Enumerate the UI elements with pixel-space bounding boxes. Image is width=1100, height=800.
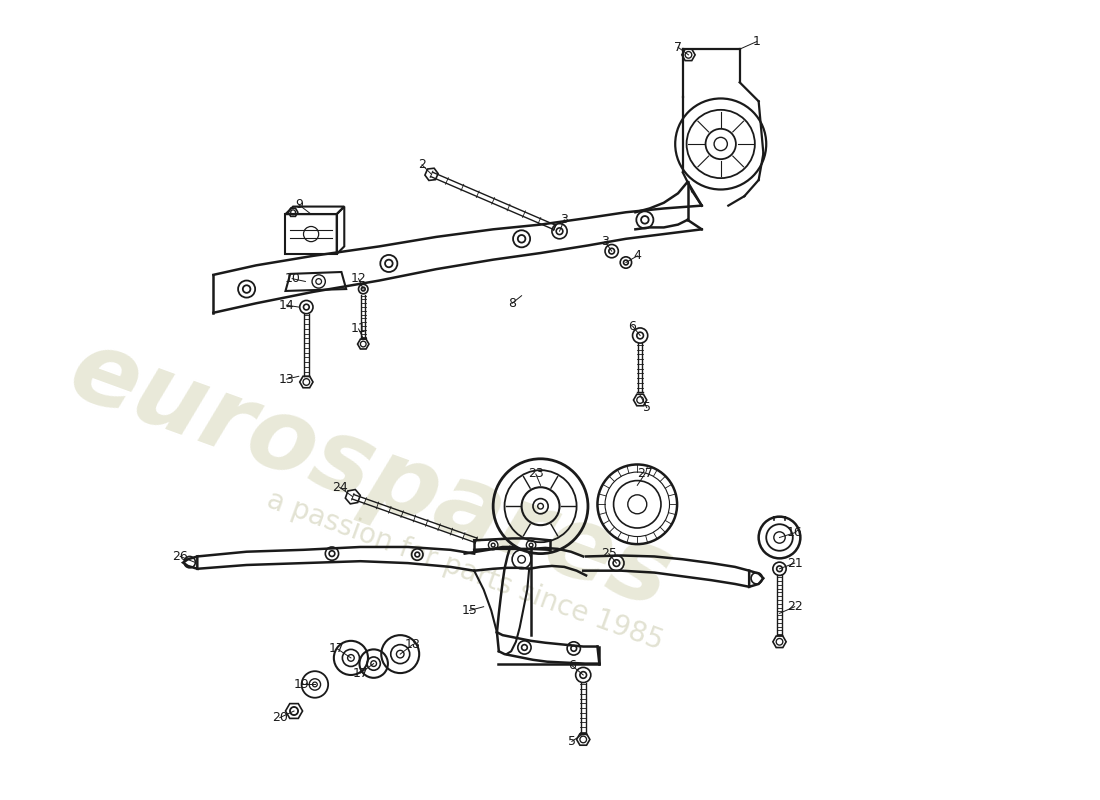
Text: 21: 21 xyxy=(786,557,803,570)
Text: 15: 15 xyxy=(462,604,477,617)
Text: 1: 1 xyxy=(752,35,761,48)
Text: 4: 4 xyxy=(634,250,641,262)
Text: 20: 20 xyxy=(272,711,288,724)
Text: 12: 12 xyxy=(351,272,366,285)
Text: 17: 17 xyxy=(352,666,368,679)
Text: 6: 6 xyxy=(568,659,575,672)
Text: 3: 3 xyxy=(601,235,609,248)
Text: 19: 19 xyxy=(294,678,309,691)
Text: 10: 10 xyxy=(284,272,300,285)
Text: 9: 9 xyxy=(295,198,302,211)
Text: 5: 5 xyxy=(642,401,651,414)
Text: 25: 25 xyxy=(601,547,617,560)
Text: 17: 17 xyxy=(329,642,344,655)
Text: a passion for parts since 1985: a passion for parts since 1985 xyxy=(263,486,667,655)
Text: 5: 5 xyxy=(568,735,575,748)
Text: 7: 7 xyxy=(674,41,682,54)
Text: 22: 22 xyxy=(786,600,803,614)
Text: 13: 13 xyxy=(278,373,295,386)
Text: 16: 16 xyxy=(786,526,803,539)
Text: 27: 27 xyxy=(637,467,652,481)
Text: 11: 11 xyxy=(351,322,366,335)
Text: 26: 26 xyxy=(173,550,188,563)
Text: 23: 23 xyxy=(528,467,543,481)
Text: 2: 2 xyxy=(418,158,426,171)
Text: 6: 6 xyxy=(628,319,637,333)
Text: 18: 18 xyxy=(405,638,420,651)
Text: 24: 24 xyxy=(332,481,348,494)
Text: eurospares: eurospares xyxy=(56,322,684,630)
Text: 14: 14 xyxy=(278,298,295,312)
Text: 8: 8 xyxy=(508,297,516,310)
Text: 3: 3 xyxy=(560,214,569,226)
